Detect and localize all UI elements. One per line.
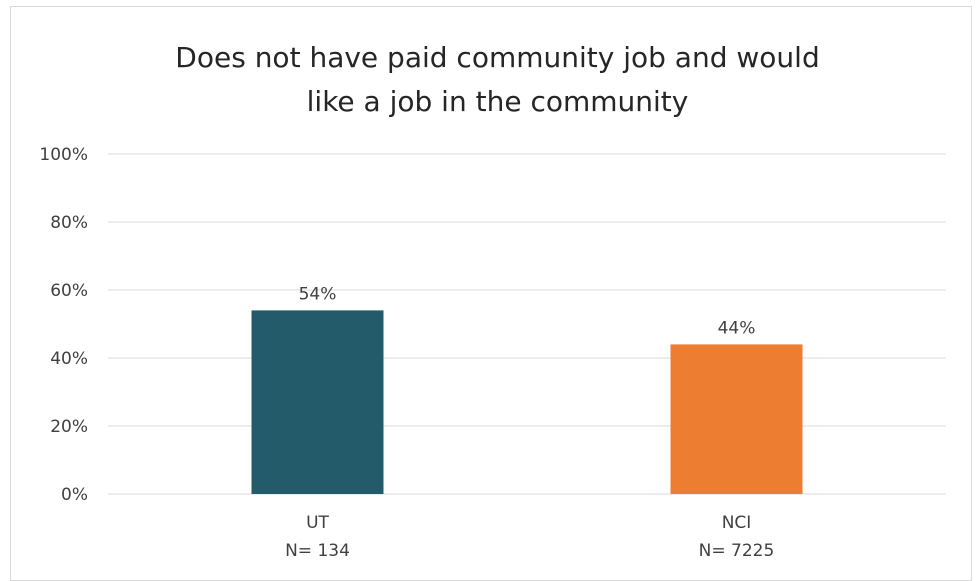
x-tick-sublabel: N= 7225	[699, 541, 775, 561]
bar	[670, 344, 803, 494]
chart-title-line-2: like a job in the community	[306, 85, 689, 118]
chart-title-line-1: Does not have paid community job and wou…	[175, 41, 820, 74]
x-tick-label: NCI	[722, 513, 752, 533]
chart-frame	[10, 6, 972, 581]
data-label: 44%	[718, 318, 756, 338]
data-label: 54%	[299, 284, 337, 304]
x-tick-sublabel: N= 134	[285, 541, 350, 561]
y-tick-label: 0%	[61, 485, 88, 505]
y-tick-label: 20%	[50, 417, 88, 437]
y-tick-label: 40%	[50, 349, 88, 369]
chart-title: Does not have paid community job and wou…	[0, 36, 978, 124]
y-tick-label: 60%	[50, 281, 88, 301]
y-tick-label: 80%	[50, 213, 88, 233]
x-tick-label: UT	[306, 513, 329, 533]
y-tick-label: 100%	[39, 145, 88, 165]
bar	[251, 310, 384, 494]
